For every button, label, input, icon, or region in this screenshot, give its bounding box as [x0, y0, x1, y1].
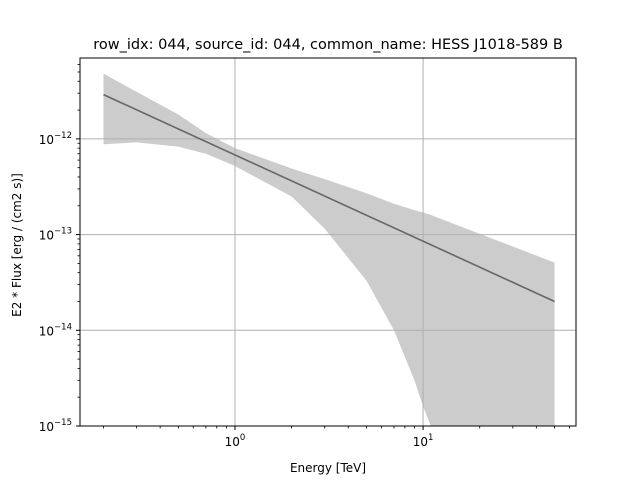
chart-title: row_idx: 044, source_id: 044, common_nam…	[93, 37, 563, 53]
y-tick-label: 10−13	[39, 227, 72, 243]
axes-frame	[79, 57, 577, 427]
y-axis-label: E2 * Flux [erg / (cm2 s)]	[10, 173, 24, 317]
x-axis-label: Energy [TeV]	[290, 461, 366, 475]
confidence-band	[103, 73, 555, 426]
x-tick-label: 101	[413, 433, 434, 449]
y-tick-label: 10−14	[39, 322, 72, 338]
y-tick-label: 10−15	[39, 418, 72, 434]
model-line	[103, 93, 555, 303]
y-tick-label: 10−12	[39, 131, 72, 147]
plot-layer: 100 101 10−15 10−14 10−13 10−12	[39, 57, 577, 449]
x-tick-label: 100	[225, 433, 246, 449]
